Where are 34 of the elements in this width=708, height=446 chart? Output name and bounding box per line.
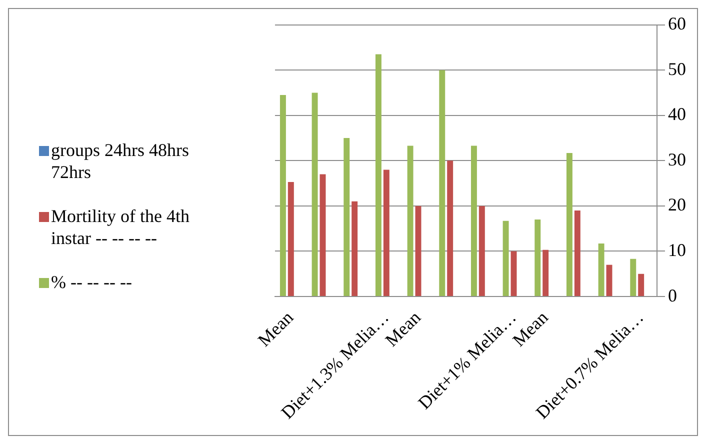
bar (478, 206, 485, 296)
y-tick-label: 20 (668, 194, 686, 215)
bar (439, 70, 446, 296)
legend-label: groups 24hrs 48hrs 72hrs (51, 139, 190, 183)
bar (566, 152, 572, 296)
bar (312, 92, 318, 296)
legend-label: Mortility of the 4th instar -- -- -- -- (51, 205, 190, 249)
bar (352, 201, 358, 296)
bar (598, 244, 604, 296)
y-tick-label: 60 (668, 14, 686, 34)
bar (630, 258, 636, 296)
bar (534, 220, 541, 296)
bar (280, 94, 286, 296)
y-tick-label: 30 (668, 149, 686, 170)
legend-label: % -- -- -- -- (51, 271, 132, 293)
bar (502, 220, 509, 296)
bar (383, 170, 390, 296)
bar (510, 251, 517, 296)
bar (288, 182, 294, 296)
y-tick-label: 0 (668, 285, 677, 306)
y-tick-label: 40 (668, 104, 686, 124)
bar (606, 264, 612, 296)
bar (574, 210, 580, 296)
bar (407, 146, 414, 296)
bar (344, 138, 350, 296)
bar (470, 146, 477, 296)
bar (447, 160, 454, 296)
bar (415, 206, 422, 296)
bar (542, 250, 549, 296)
bar (638, 274, 644, 296)
bar (320, 174, 326, 296)
y-tick-label: 10 (668, 240, 686, 260)
y-tick-label: 50 (668, 58, 686, 79)
bar (375, 54, 382, 296)
